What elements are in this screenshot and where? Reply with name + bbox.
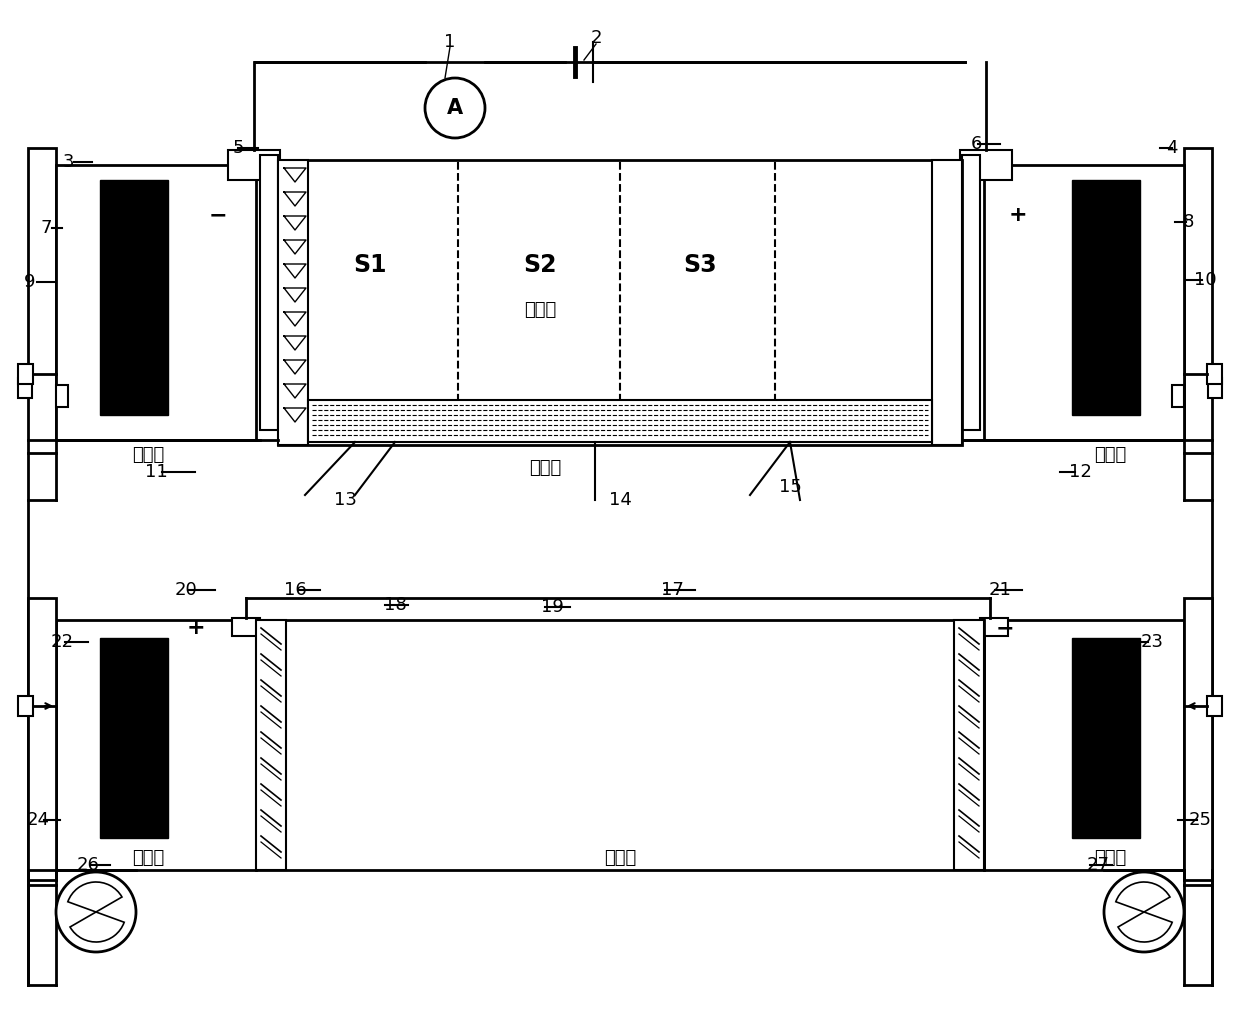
Text: 3: 3 (62, 153, 73, 171)
Bar (56, 165, 255, 440)
Text: 26: 26 (77, 856, 99, 874)
Text: 14: 14 (609, 491, 631, 509)
Bar (19, 696, 33, 716)
Polygon shape (284, 240, 306, 254)
Text: 污泥床: 污泥床 (523, 301, 556, 319)
Bar (19, 364, 33, 384)
Text: 25: 25 (1188, 811, 1211, 829)
Text: 8: 8 (1182, 213, 1194, 231)
Polygon shape (284, 312, 306, 326)
Polygon shape (284, 168, 306, 182)
Bar (19, 378, 32, 398)
Text: 阳极室: 阳极室 (131, 849, 164, 867)
Bar (980, 618, 1008, 636)
Text: 5: 5 (232, 139, 244, 157)
Bar (100, 638, 167, 838)
Wedge shape (68, 882, 122, 912)
Bar (1073, 638, 1140, 838)
Polygon shape (284, 192, 306, 206)
Text: 21: 21 (988, 581, 1012, 599)
Bar (100, 180, 167, 415)
Text: 4: 4 (1167, 139, 1178, 157)
Bar (985, 620, 1184, 870)
Wedge shape (69, 912, 124, 942)
Bar (1208, 378, 1221, 398)
Wedge shape (1118, 912, 1172, 942)
Bar (1172, 385, 1184, 407)
Text: 9: 9 (25, 273, 36, 291)
Text: S2: S2 (523, 252, 557, 277)
Text: 12: 12 (1069, 463, 1091, 481)
Bar (1184, 148, 1211, 453)
Text: 7: 7 (40, 219, 52, 237)
Polygon shape (284, 216, 306, 230)
Bar (962, 155, 980, 430)
Bar (228, 150, 280, 180)
Bar (1184, 598, 1211, 880)
Text: 1: 1 (444, 33, 455, 50)
Text: 23: 23 (1141, 633, 1163, 651)
Bar (954, 620, 985, 870)
Text: 27: 27 (1086, 856, 1110, 874)
Text: 19: 19 (541, 598, 563, 616)
Wedge shape (1116, 882, 1171, 912)
Bar (960, 150, 1012, 180)
Bar (278, 160, 962, 445)
Text: 15: 15 (779, 478, 801, 496)
Text: 10: 10 (1194, 271, 1216, 289)
Bar (932, 160, 962, 445)
Text: 11: 11 (145, 463, 167, 481)
Text: 电解槽: 电解槽 (604, 849, 636, 867)
Text: 2: 2 (590, 29, 601, 47)
Text: 24: 24 (26, 811, 50, 829)
Text: 22: 22 (51, 633, 73, 651)
Circle shape (425, 78, 485, 138)
Polygon shape (284, 264, 306, 278)
Text: +: + (1008, 205, 1027, 225)
Bar (56, 620, 255, 870)
Circle shape (1104, 872, 1184, 952)
Text: 17: 17 (661, 581, 683, 599)
Bar (255, 620, 286, 870)
Text: 阳极室: 阳极室 (1094, 446, 1126, 464)
Text: −: − (996, 618, 1014, 638)
Text: 20: 20 (175, 581, 197, 599)
Bar (308, 400, 932, 442)
Bar (985, 165, 1184, 440)
Text: 16: 16 (284, 581, 306, 599)
Bar (56, 385, 68, 407)
Bar (1207, 696, 1221, 716)
Text: 18: 18 (383, 596, 407, 614)
Polygon shape (284, 384, 306, 398)
Text: 13: 13 (334, 491, 356, 509)
Bar (260, 155, 278, 430)
Bar (29, 148, 56, 453)
Text: A: A (446, 98, 463, 118)
Circle shape (56, 872, 136, 952)
Polygon shape (284, 336, 306, 350)
Bar (255, 620, 985, 870)
Text: 阴极室: 阴极室 (1094, 849, 1126, 867)
Text: −: − (208, 205, 227, 225)
Bar (232, 618, 260, 636)
Text: 6: 6 (971, 135, 982, 153)
Bar (1073, 180, 1140, 415)
Text: +: + (187, 618, 206, 638)
Text: 阴极室: 阴极室 (131, 446, 164, 464)
Polygon shape (284, 360, 306, 374)
Polygon shape (284, 288, 306, 302)
Polygon shape (284, 408, 306, 422)
Text: 电解槽: 电解槽 (529, 459, 562, 477)
Bar (1207, 364, 1221, 384)
Text: S1: S1 (353, 252, 387, 277)
Bar (29, 598, 56, 880)
Bar (278, 160, 308, 445)
Text: S3: S3 (683, 252, 717, 277)
